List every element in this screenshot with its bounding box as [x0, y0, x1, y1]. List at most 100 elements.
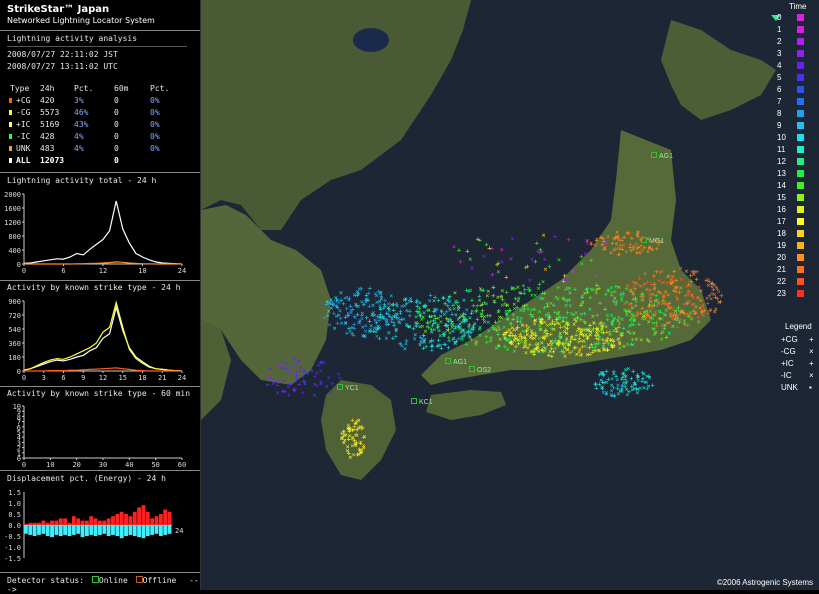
- strike-mark: +: [594, 332, 598, 340]
- strike-mark: +: [652, 286, 656, 294]
- chart-title-total: Lightning activity total - 24 h: [7, 176, 157, 185]
- strike-mark: +: [559, 323, 563, 331]
- station-marker[interactable]: YC1: [337, 384, 359, 392]
- strike-mark: ×: [644, 378, 648, 386]
- strike-mark: ×: [496, 293, 500, 301]
- strike-mark: ×: [620, 329, 624, 337]
- type-swatch: [9, 134, 12, 139]
- strike-mark: +: [657, 277, 661, 285]
- strike-mark: ×: [346, 309, 350, 317]
- strike-mark: +: [302, 378, 306, 386]
- strike-mark: +: [506, 315, 510, 323]
- strike-mark: +: [481, 307, 485, 315]
- strike-mark: +: [442, 341, 446, 349]
- strike-mark: ×: [508, 339, 512, 347]
- strike-mark: +: [493, 298, 497, 306]
- strike-mark: +: [534, 332, 538, 340]
- lightning-map[interactable]: × + + × × + × × × + + × + × + × × × + + × + × + × × + + × × × × × × + + × × + +…: [201, 0, 819, 590]
- y-tick-label: 720: [8, 312, 21, 320]
- strike-mark: ×: [624, 380, 628, 388]
- strike-mark: ×: [464, 317, 468, 325]
- strike-mark: ×: [335, 303, 339, 311]
- strike-mark: +: [424, 343, 428, 351]
- strike-mark: ×: [643, 315, 647, 323]
- strike-mark: +: [627, 300, 631, 308]
- strike-mark: ×: [369, 322, 373, 330]
- strike-mark: +: [294, 371, 298, 379]
- strike-mark: +: [288, 367, 292, 375]
- strike-mark: ×: [343, 436, 347, 444]
- strike-mark: +: [715, 286, 719, 294]
- station-marker[interactable]: AG1: [651, 152, 673, 160]
- strike-mark: +: [600, 329, 604, 337]
- station-marker[interactable]: AG1: [445, 358, 467, 366]
- strike-mark: ×: [663, 298, 667, 306]
- strike-mark: +: [283, 365, 287, 373]
- time-legend-item: 2: [759, 37, 819, 49]
- strike-mark: ×: [591, 286, 595, 294]
- strike-mark: ×: [556, 339, 560, 347]
- strike-mark: +: [603, 306, 607, 314]
- strike-mark: +: [602, 379, 606, 387]
- y-tick-label: -1.5: [4, 555, 21, 563]
- strike-mark: ×: [583, 319, 587, 327]
- strike-mark: ×: [507, 335, 511, 343]
- strike-mark: ×: [451, 321, 455, 329]
- time-swatch: [797, 62, 804, 69]
- strike-mark: ×: [658, 269, 662, 277]
- strike-mark: +: [487, 245, 491, 253]
- strike-mark: +: [686, 321, 690, 329]
- divider: [7, 46, 187, 47]
- strike-mark: ×: [562, 348, 566, 356]
- strike-mark: +: [471, 302, 475, 310]
- strike-mark: ×: [510, 235, 514, 243]
- strike-mark: ×: [617, 237, 621, 245]
- strike-mark: +: [601, 344, 605, 352]
- strike-mark: ×: [418, 299, 422, 307]
- strike-mark: ×: [341, 432, 345, 440]
- positive-bar: [24, 523, 28, 525]
- strike-mark: ×: [645, 308, 649, 316]
- strike-mark: ×: [487, 327, 491, 335]
- strike-mark: +: [340, 430, 344, 438]
- strike-mark: +: [533, 317, 537, 325]
- strike-mark: ×: [678, 316, 682, 324]
- strike-mark: +: [419, 312, 423, 320]
- strike-mark: ×: [303, 380, 307, 388]
- strike-mark: ×: [477, 297, 481, 305]
- strike-mark: +: [579, 351, 583, 359]
- strike-mark: ×: [378, 305, 382, 313]
- strike-mark: ×: [682, 317, 686, 325]
- strike-mark: +: [424, 302, 428, 310]
- strike-mark: +: [582, 317, 586, 325]
- strike-mark: +: [446, 302, 450, 310]
- strike-mark: ×: [670, 312, 674, 320]
- station-marker[interactable]: MG1: [641, 237, 664, 245]
- strike-mark: ×: [673, 315, 677, 323]
- strike-mark: ×: [363, 328, 367, 336]
- strike-mark: +: [639, 291, 643, 299]
- strike-mark: +: [504, 273, 508, 281]
- strike-mark: +: [435, 306, 439, 314]
- strike-mark: ×: [387, 329, 391, 337]
- strike-mark: +: [652, 281, 656, 289]
- strike-mark: +: [612, 391, 616, 399]
- strike-mark: +: [667, 272, 671, 280]
- strike-mark: ×: [594, 289, 598, 297]
- strike-mark: +: [620, 332, 624, 340]
- strike-mark: +: [297, 381, 301, 389]
- strike-mark: +: [555, 316, 559, 324]
- station-marker[interactable]: OS2: [469, 366, 491, 374]
- strike-mark: ×: [439, 307, 443, 315]
- strike-mark: +: [383, 303, 387, 311]
- strike-mark: +: [621, 374, 625, 382]
- strike-mark: +: [621, 370, 625, 378]
- strike-mark: ×: [700, 310, 704, 318]
- station-marker[interactable]: KC1: [411, 398, 433, 406]
- strike-mark: +: [445, 308, 449, 316]
- strike-mark: ×: [692, 301, 696, 309]
- strike-mark: +: [467, 287, 471, 295]
- strike-mark: +: [586, 289, 590, 297]
- strike-mark: ×: [618, 245, 622, 253]
- strike-mark: +: [503, 343, 507, 351]
